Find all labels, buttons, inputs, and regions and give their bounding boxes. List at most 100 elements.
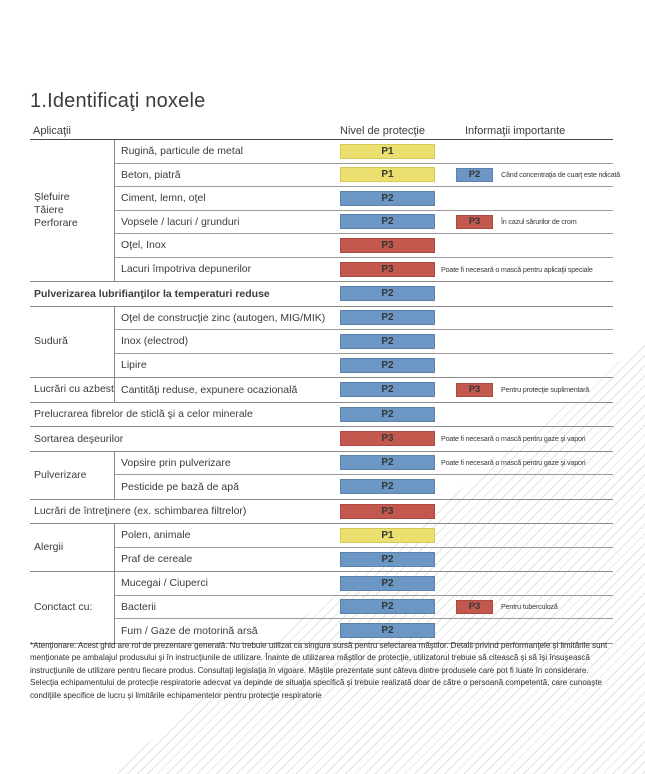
protection-level-chip-p1: P1: [340, 527, 435, 543]
group-rows: Mucegai / Ciuperci P2 Bacterii P2 P3 Pentru t…: [115, 572, 613, 643]
protection-level-chip-p2: P2: [340, 357, 435, 373]
protection-level-chip-p1: P1: [340, 167, 435, 183]
group-rows: Polen, animale P1 Praf de cereale P2: [115, 524, 613, 571]
table-row: Ciment, lemn, oţel P2: [115, 187, 613, 211]
protection-chips: P2 P3 Pentru tuberculoză: [340, 596, 558, 619]
protection-chips: P2: [340, 187, 435, 210]
table-row: Pesticide pe bază de apă P2: [115, 475, 613, 499]
protection-level-chip-p2: P2: [340, 310, 435, 326]
table-row: Polen, animale P1: [115, 524, 613, 548]
protection-chips: P2: [340, 475, 435, 499]
protection-chips: P1: [340, 524, 435, 547]
application-label: Mucegai / Ciuperci: [121, 577, 208, 590]
application-group-label: Lucrări cu azbest: [30, 378, 115, 402]
protection-chips: P2: [340, 330, 435, 353]
protection-level-chip-p2: P2: [340, 623, 435, 639]
protection-chips: P2: [340, 354, 435, 378]
application-label: Praf de cereale: [121, 553, 193, 566]
table-section: Sudură Oţel de construcţie zinc (autogen,…: [30, 306, 613, 378]
protection-level-chip-p2: P2: [340, 599, 435, 615]
table-header: Aplicaţii Nivel de protecţie Informaţii …: [30, 123, 613, 140]
protection-chips: P3 Poate fi necesară o mască pentru gaze …: [340, 427, 586, 451]
table-row: Mucegai / Ciuperci P2: [115, 572, 613, 596]
application-label: Beton, piatră: [121, 168, 181, 181]
column-header-applications: Aplicaţii: [33, 125, 71, 137]
column-header-protection-level: Nivel de protecţie: [340, 125, 425, 137]
application-label: Polen, animale: [121, 529, 191, 542]
application-label: Oţel de construcţie zinc (autogen, MIG/M…: [121, 311, 326, 324]
applications-table: Şlefuire Tăiere Perforare Rugină, particule…: [30, 140, 620, 644]
important-info-text: Când concentraţia de cuarţ este ridicată: [501, 170, 621, 180]
table-section: Şlefuire Tăiere Perforare Rugină, particule…: [30, 140, 620, 282]
table-section: Alergii Polen, animale P1 Praf de cereale P2: [30, 524, 613, 572]
secondary-protection-chip-p3: P3: [456, 382, 493, 397]
table-row: Oţel de construcţie zinc (autogen, MIG/M…: [115, 307, 613, 330]
important-info-text: Pentru tuberculoză: [501, 602, 558, 612]
protection-chips: P2: [340, 282, 435, 306]
application-label: Lacuri împotriva depunerilor: [121, 263, 252, 276]
application-group-label: Sudură: [30, 306, 115, 377]
important-info-text: Poate fi necesară o mască pentru gaze şi…: [441, 434, 586, 444]
table-section: Lucrări cu azbest Cantităţi reduse, expun…: [30, 378, 613, 403]
table-section: Prelucrarea fibrelor de sticlă şi a celo…: [30, 403, 613, 427]
protection-level-chip-p2: P2: [340, 286, 435, 302]
protection-chips: P2 P3 În cazul sărurilor de crom: [340, 211, 577, 234]
important-info-text: Poate fi necesară o mască pentru gaze şi…: [441, 458, 586, 468]
application-group-label: Conctact cu:: [30, 572, 115, 643]
protection-level-chip-p3: P3: [340, 503, 435, 519]
page-title: 1.Identificaţi noxele: [30, 90, 206, 112]
table-row: Pulverizarea lubrifianţilor la temperatu…: [30, 282, 613, 306]
table-row: Praf de cereale P2: [115, 548, 613, 572]
group-rows: Oţel de construcţie zinc (autogen, MIG/M…: [115, 307, 613, 378]
important-info-text: Pentru protecţie suplimentară: [501, 385, 590, 395]
application-label: Pesticide pe bază de apă: [121, 480, 239, 493]
table-row: Vopsire prin pulverizare P2 Poate fi neces…: [115, 452, 613, 475]
important-info-text: În cazul sărurilor de crom: [501, 217, 577, 227]
protection-level-chip-p3: P3: [340, 431, 435, 447]
protection-level-chip-p2: P2: [340, 479, 435, 495]
table-row: Rugină, particule de metal P1: [115, 140, 613, 164]
table-section: Lucrări de întreţinere (ex. schimbarea f…: [30, 500, 613, 524]
column-header-important-info: Informaţii importante: [465, 125, 566, 137]
table-row: Bacterii P2 P3 Pentru tuberculoză: [115, 596, 613, 619]
protection-chips: P1 P2 Când concentraţia de cuarţ este ridi…: [340, 164, 620, 187]
protection-chips: P2 P3 Pentru protecţie suplimentară: [340, 378, 589, 402]
table-row: Prelucrarea fibrelor de sticlă şi a celo…: [30, 403, 613, 427]
protection-chips: P2 Poate fi necesară o mască pentru gaze …: [340, 452, 586, 475]
application-label: Sortarea deşeurilor: [34, 432, 124, 445]
important-info-text: Poate fi necesară o mască pentru aplicaţ…: [441, 264, 593, 274]
application-label: Cantităţi reduse, expunere ocazională: [121, 383, 298, 396]
table-row: Fum / Gaze de motorină arsă P2: [115, 619, 613, 643]
application-label: Bacterii: [121, 600, 157, 613]
protection-level-chip-p2: P2: [340, 551, 435, 567]
application-label: Vopsire prin pulverizare: [121, 456, 231, 469]
protection-level-chip-p2: P2: [340, 333, 435, 349]
secondary-protection-chip-p3: P3: [456, 214, 493, 229]
application-label: Rugină, particule de metal: [121, 145, 243, 158]
protection-chips: P2: [340, 548, 435, 572]
secondary-protection-chip-p3: P3: [456, 599, 493, 614]
protection-chips: P3: [340, 500, 435, 524]
application-label: Pulverizarea lubrifianţilor la temperatu…: [34, 287, 270, 300]
table-row: Cantităţi reduse, expunere ocazională P2 P…: [115, 378, 613, 402]
table-row: Sortarea deşeurilor P3 Poate fi necesară o…: [30, 427, 613, 451]
application-label: Lucrări de întreţinere (ex. schimbarea f…: [34, 505, 247, 518]
table-row: Beton, piatră P1 P2 Când concentraţia de cu…: [115, 164, 620, 187]
protection-level-chip-p2: P2: [340, 575, 435, 591]
protection-level-chip-p2: P2: [340, 382, 435, 398]
application-label: Inox (electrod): [121, 335, 189, 348]
application-label: Prelucrarea fibrelor de sticlă şi a celo…: [34, 408, 253, 421]
protection-level-chip-p1: P1: [340, 143, 435, 159]
protection-level-chip-p2: P2: [340, 455, 435, 471]
table-row: Vopsele / lacuri / grunduri P2 P3 În cazul …: [115, 211, 613, 234]
group-rows: Rugină, particule de metal P1 Beton, piatr…: [115, 140, 620, 281]
protection-chips: P3: [340, 234, 435, 257]
protection-chips: P2: [340, 619, 435, 643]
table-row: Inox (electrod) P2: [115, 330, 613, 354]
protection-level-chip-p3: P3: [340, 237, 435, 253]
application-label: Vopsele / lacuri / grunduri: [121, 215, 240, 228]
protection-chips: P2: [340, 307, 435, 330]
protection-level-chip-p3: P3: [340, 261, 435, 277]
protection-chips: P2: [340, 572, 435, 595]
